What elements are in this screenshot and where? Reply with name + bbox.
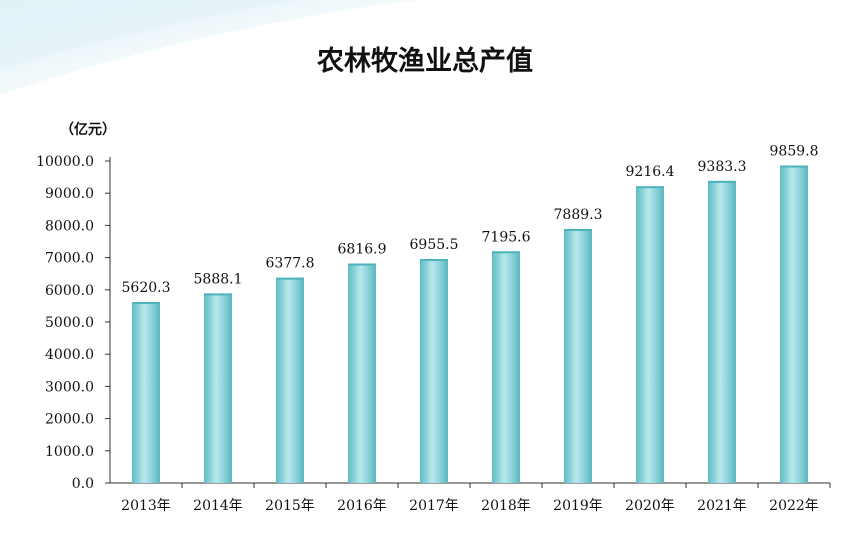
x-tick-label: 2016年: [337, 498, 387, 514]
bar: [780, 165, 808, 483]
bar-top: [708, 180, 736, 183]
bar-top: [204, 293, 232, 296]
data-label: 9383.3: [698, 159, 747, 175]
y-tick-label: 4000.0: [45, 347, 94, 363]
data-label: 9216.4: [626, 164, 675, 180]
x-tick-label: 2020年: [625, 498, 675, 514]
bar: [564, 228, 592, 483]
y-tick-label: 7000.0: [45, 251, 94, 267]
x-tick-label: 2015年: [265, 498, 315, 514]
bar: [204, 293, 232, 483]
data-label: 6816.9: [338, 241, 387, 257]
x-tick-label: 2018年: [481, 498, 531, 514]
bar-top: [636, 186, 664, 189]
data-label: 9859.8: [770, 144, 819, 160]
bar-top: [420, 259, 448, 262]
background-decoration: [0, 0, 420, 95]
bar: [348, 263, 376, 483]
bar-top: [348, 263, 376, 266]
chart-title: 农林牧渔业总产值: [316, 46, 533, 77]
y-tick-label: 3000.0: [45, 379, 94, 395]
x-tick-label: 2013年: [121, 498, 171, 514]
bar: [276, 277, 304, 483]
x-tick-label: 2021年: [697, 498, 747, 514]
x-tick-label: 2019年: [553, 498, 603, 514]
y-tick-label: 6000.0: [45, 283, 94, 299]
x-axis-labels: 2013年 2014年 2015年 2016年 2017年 2018年 2019年 2020年…: [121, 483, 831, 514]
bar-top: [780, 165, 808, 168]
data-label: 6955.5: [410, 237, 459, 253]
data-label: 7889.3: [554, 207, 603, 223]
x-tick-label: 2014年: [193, 498, 243, 514]
bars: [132, 165, 808, 484]
data-label: 5620.3: [122, 280, 171, 296]
y-tick-label: 8000.0: [45, 218, 94, 234]
y-axis-unit-label: （亿元）: [60, 121, 116, 138]
x-tick-label: 2022年: [769, 498, 819, 514]
data-label: 6377.8: [266, 256, 315, 272]
data-label: 7195.6: [482, 229, 531, 245]
y-tick-label: 5000.0: [45, 315, 94, 331]
y-tick-label: 10000.0: [36, 154, 94, 170]
y-tick-label: 1000.0: [45, 444, 94, 460]
bar: [708, 180, 736, 484]
bar: [420, 259, 448, 483]
bar-top: [276, 277, 304, 280]
y-tick-label: 2000.0: [45, 412, 94, 428]
bar-top: [564, 228, 592, 231]
y-tick-label: 0.0: [72, 476, 94, 492]
y-tick-label: 9000.0: [45, 186, 94, 202]
bar: [492, 251, 520, 483]
bar: [132, 302, 160, 483]
bar-top: [492, 251, 520, 254]
bar-top: [132, 302, 160, 305]
y-axis-ticks: 0.0 1000.0 2000.0 3000.0 4000.0 5000.0 6000.0 7…: [36, 154, 110, 492]
x-tick-label: 2017年: [409, 498, 459, 514]
bar: [636, 186, 664, 483]
data-label: 5888.1: [194, 271, 243, 287]
data-labels: 5620.3 5888.1 6377.8 6816.9 6955.5 7195.6 7889…: [122, 144, 819, 297]
